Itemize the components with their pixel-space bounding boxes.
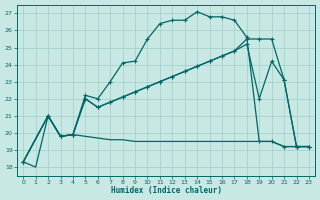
X-axis label: Humidex (Indice chaleur): Humidex (Indice chaleur): [111, 186, 221, 195]
